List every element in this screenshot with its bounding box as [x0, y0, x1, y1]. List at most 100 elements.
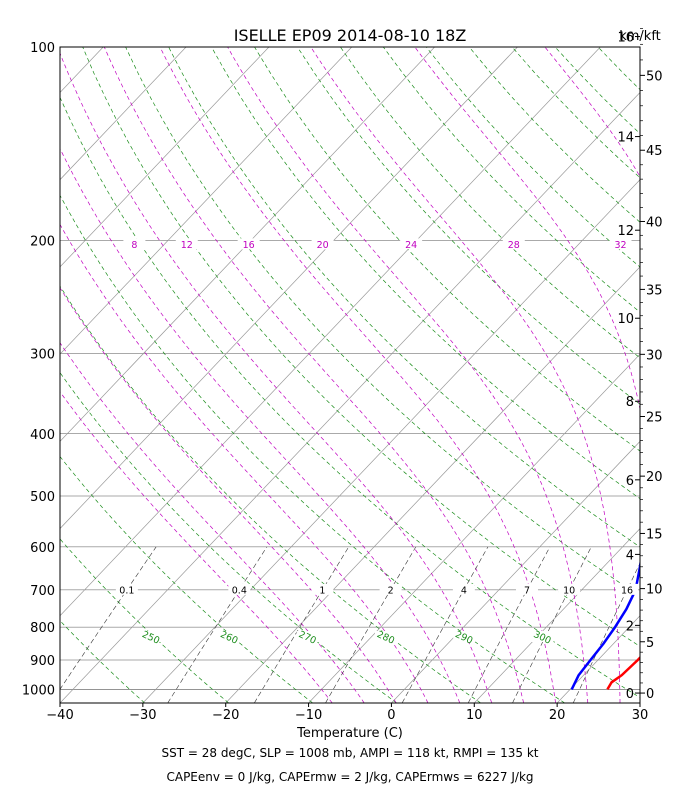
dry-adiabat-230: [60, 701, 61, 703]
p-tick-label-0: 1000: [22, 683, 55, 698]
p-tick-label-2: 800: [30, 621, 55, 636]
dry-adiabat-250: [60, 538, 229, 703]
dry-adiabat-410: [511, 47, 640, 179]
chart-title: ISELLE EP09 2014-08-10 18Z: [234, 26, 467, 45]
plot-area: [60, 47, 700, 703]
moist-adiabat-label-1-bg: [175, 238, 198, 250]
mixing-ratio-2: [325, 546, 417, 703]
mixing-ratio-label-2-bg: [311, 583, 334, 595]
isotherm-10: [474, 528, 640, 703]
km-tick-label-1: 2: [626, 619, 634, 634]
isotherm--40: [60, 91, 640, 703]
km-tick-label-4: 8: [626, 395, 634, 410]
isobar-lines: [60, 47, 640, 690]
kft-tick-label-7: 35: [646, 283, 663, 298]
moist-adiabat-label-5-bg: [502, 238, 525, 250]
kft-tick-label-0: 0: [646, 687, 654, 702]
mixing-ratio-label-0: 0.1: [119, 585, 134, 596]
isotherm--50: [60, 47, 601, 617]
km-tick-label-7: 14: [617, 131, 634, 146]
mixing-ratio-label-3-bg: [379, 583, 402, 595]
x-tick-label-5: 10: [466, 708, 483, 723]
dry-adiabat-450: [684, 47, 700, 703]
right-axis: 0 2 4 6 8 10 12 14 16 0 5 10 15 20 25 30 35 40 45 50: [617, 28, 663, 702]
kft-tick-label-3: 15: [646, 527, 663, 542]
mixing-ratio-7: [467, 546, 551, 703]
mixing-ratio-label-6-bg: [558, 583, 581, 595]
kft-tick-label-9: 45: [646, 144, 663, 159]
moist-adiabat-2: [60, 223, 429, 703]
km-tick-label-0: 0: [626, 687, 634, 702]
dry-adiabat-310: [82, 47, 640, 647]
dry-adiabat-270: [60, 372, 397, 703]
mixing-ratio-label-1: 0.4: [232, 585, 247, 596]
moist-adiabat-6: [60, 147, 461, 703]
mixing-ratio-16: [572, 562, 640, 703]
kft-tick-label-10: 50: [646, 69, 663, 84]
moist-adiabat-label-5: 28: [508, 240, 520, 251]
mixing-ratio-label-5: 7: [524, 585, 530, 596]
x-tick-label-6: 20: [549, 708, 566, 723]
mixing-ratio-label-4-bg: [452, 583, 475, 595]
km-tick-label-6: 12: [617, 224, 634, 239]
caption-line-2: CAPEenv = 0 J/kg, CAPErmw = 2 J/kg, CAPE…: [166, 770, 533, 784]
moist-adiabat-10: [60, 52, 493, 703]
dry-adiabat-label-4-bg: [453, 631, 476, 643]
mixing-ratio-lines: [60, 546, 640, 703]
dry-adiabat-300: [60, 96, 640, 698]
moist-adiabat-label-4-bg: [400, 238, 423, 250]
x-tick-label-4: 0: [387, 708, 395, 723]
plot-frame: [59, 46, 641, 704]
kft-tick-label-5: 25: [646, 411, 663, 426]
moist-adiabat--10: [60, 391, 333, 703]
moist-adiabat-label-6: 32: [614, 240, 626, 251]
x-axis-label: Temperature (C): [296, 726, 403, 741]
p-tick-label-4: 600: [30, 541, 55, 556]
dry-adiabat-label-1-bg: [218, 631, 241, 643]
mixing-ratio-label-4: 4: [461, 585, 467, 596]
isotherm--30: [142, 179, 640, 703]
km-tick-label-2: 4: [626, 548, 634, 563]
p-tick-label-5: 500: [30, 490, 55, 505]
dewpoint-profile: [570, 558, 640, 690]
moist-adiabat-label-2-bg: [237, 238, 260, 250]
moist-adiabat-label-0-bg: [123, 238, 146, 250]
isotherm-lines: [60, 47, 640, 703]
km-tick-label-8: 16: [617, 31, 634, 46]
profile-lines: [570, 558, 640, 691]
dry-adiabat-lines: [60, 47, 700, 703]
moist-adiabat-22: [227, 47, 589, 703]
y-axis: 1000 900 800 700 600 500 400 300 200 100: [22, 41, 55, 698]
moist-adiabat-label-1: 12: [181, 240, 193, 251]
p-tick-label-9: 100: [30, 41, 55, 56]
x-tick-label-0: −40: [46, 708, 73, 723]
dry-adiabat-330: [168, 47, 640, 548]
moist-adiabat--2: [60, 287, 397, 703]
p-tick-label-8: 200: [30, 234, 55, 249]
x-tick-label-1: −30: [129, 708, 156, 723]
kft-tick-label-1: 5: [646, 636, 654, 651]
dry-adiabat-label-0-bg: [140, 631, 163, 643]
mixing-ratio-label-1-bg: [228, 583, 251, 595]
km-tick-label-5: 10: [617, 312, 634, 327]
moist-adiabat--6: [60, 342, 365, 703]
p-tick-label-7: 300: [30, 347, 55, 362]
dry-adiabat-260: [60, 455, 313, 703]
x-tick-label-2: −20: [212, 708, 239, 723]
caption-line-1: SST = 28 degC, SLP = 1008 mb, AMPI = 118…: [161, 746, 538, 760]
mixing-ratio-label-7: 16: [621, 585, 633, 596]
mixing-ratio-label-2: 1: [319, 585, 325, 596]
mixing-ratio-label-0-bg: [115, 583, 138, 595]
mixing-ratio-label-3: 2: [388, 585, 394, 596]
dry-adiabat-400: [468, 47, 640, 223]
mixing-ratio-label-6: 10: [563, 585, 575, 596]
moist-adiabat-26: [310, 47, 621, 703]
p-tick-label-6: 400: [30, 428, 55, 443]
dry-adiabat-240: [60, 620, 145, 703]
x-tick-label-3: −10: [295, 708, 322, 723]
isotherm--60: [60, 47, 518, 530]
isotherm--100: [60, 47, 187, 181]
kft-tick-label-8: 40: [646, 215, 663, 230]
